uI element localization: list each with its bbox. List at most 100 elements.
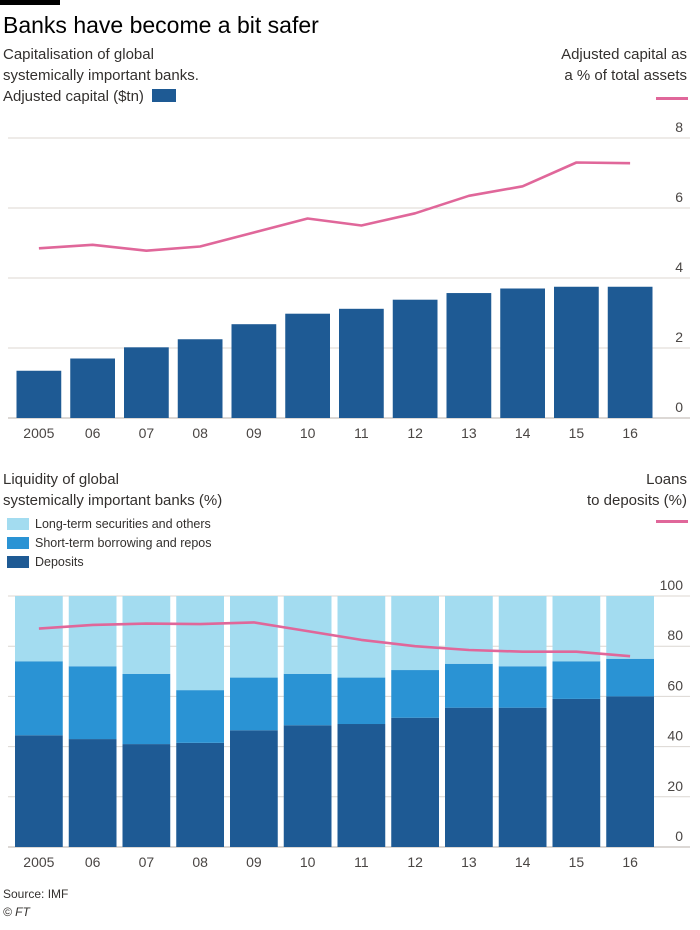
- chart-title: Banks have become a bit safer: [3, 12, 319, 38]
- bottom-right-title-line-1: Loans: [646, 471, 687, 488]
- bottom-bar-0-6: [337, 724, 386, 847]
- bottom-bar-2-4: [230, 596, 278, 678]
- bottom-y-tick-label: 0: [675, 828, 683, 844]
- bottom-x-tick-label: 15: [569, 854, 585, 870]
- bottom-bar-1-3: [176, 690, 224, 743]
- top-x-tick-label: 08: [192, 425, 208, 441]
- bottom-bar-1-1: [68, 666, 117, 740]
- top-bar-0-2: [124, 347, 169, 418]
- top-y-tick-label: 0: [675, 399, 683, 415]
- bottom-bar-2-10: [552, 596, 601, 662]
- bottom-bar-0-10: [552, 698, 601, 847]
- bottom-line-legend-key: [656, 520, 688, 523]
- bottom-bar-1-9: [498, 666, 547, 708]
- top-bar-0-0: [16, 370, 62, 418]
- top-x-tick-label: 14: [515, 425, 531, 441]
- top-y-tick-label: 2: [675, 329, 683, 345]
- top-x-tick-label: 12: [407, 425, 423, 441]
- legend-item-long-term: Long-term securities and others: [7, 518, 211, 537]
- bottom-bar-0-7: [391, 717, 439, 847]
- bottom-bar-1-6: [337, 677, 386, 725]
- legend-label-deposits: Deposits: [35, 555, 84, 569]
- top-bar-legend: Adjusted capital ($tn): [3, 88, 176, 105]
- bottom-bar-2-2: [122, 596, 171, 674]
- legend-item-short-term: Short-term borrowing and repos: [7, 537, 211, 556]
- top-bar-legend-label: Adjusted capital ($tn): [3, 88, 144, 105]
- brand-top-bar: [0, 0, 60, 5]
- top-x-tick-label: 13: [461, 425, 477, 441]
- legend-swatch-long-term: [7, 518, 29, 530]
- bottom-x-tick-label: 14: [515, 854, 531, 870]
- top-line-legend-key: [656, 97, 688, 100]
- copyright-note: © FT: [3, 905, 30, 919]
- bottom-y-tick-label: 60: [667, 677, 683, 693]
- bottom-y-tick-label: 40: [667, 728, 683, 744]
- bottom-x-tick-label: 10: [300, 854, 316, 870]
- top-bar-0-1: [70, 358, 115, 418]
- bottom-subtitle-line-2: systemically important banks (%): [3, 492, 223, 509]
- bottom-bar-0-2: [122, 744, 171, 847]
- top-bar-legend-swatch: [151, 89, 176, 102]
- bottom-x-tick-label: 08: [192, 854, 208, 870]
- bottom-y-tick-label: 20: [667, 778, 683, 794]
- top-subtitle-line-2: systemically important banks.: [3, 67, 199, 84]
- legend-label-long-term: Long-term securities and others: [35, 517, 211, 531]
- top-bar-0-4: [231, 324, 277, 418]
- bottom-bar-0-0: [15, 735, 63, 847]
- bottom-bar-1-0: [15, 661, 63, 736]
- legend-item-deposits: Deposits: [7, 556, 211, 575]
- top-chart-group: 0 2 4 6 8 2005 06 07 08 09 10 11 12 13 14 15 16: [8, 119, 690, 441]
- bottom-bar-2-1: [68, 596, 117, 667]
- bottom-bar-1-5: [283, 673, 332, 726]
- top-bar-0-11: [607, 286, 653, 418]
- bottom-bar-0-5: [283, 725, 332, 847]
- top-bar-0-6: [339, 308, 384, 418]
- top-x-tick-label: 11: [354, 425, 369, 441]
- bottom-bar-2-8: [445, 596, 493, 664]
- source-note: Source: IMF: [3, 887, 69, 901]
- top-x-tick-label: 07: [139, 425, 155, 441]
- bottom-bar-2-7: [391, 596, 439, 671]
- bottom-subtitle-line-1: Liquidity of global: [3, 471, 119, 488]
- bottom-chart-group: 0 20 40 60 80 100 2005 06 07 08 09 10 11 12 13 14 15 16: [8, 577, 690, 870]
- bottom-bar-0-11: [606, 696, 654, 847]
- top-y-tick-label: 8: [675, 119, 683, 135]
- top-bar-0-10: [554, 286, 599, 418]
- legend-swatch-deposits: [7, 556, 29, 568]
- bottom-bar-0-4: [230, 730, 278, 847]
- bottom-bar-1-10: [552, 661, 601, 699]
- bottom-bar-0-1: [68, 739, 117, 847]
- bottom-x-tick-label: 16: [622, 854, 638, 870]
- bottom-right-title-line-2: to deposits (%): [586, 492, 687, 509]
- top-bar-0-7: [392, 299, 438, 418]
- bottom-bar-2-9: [498, 596, 547, 667]
- bottom-y-tick-label: 80: [667, 627, 683, 643]
- bottom-bar-1-11: [606, 658, 654, 697]
- top-x-tick-label: 10: [300, 425, 316, 441]
- bottom-bar-1-4: [230, 677, 278, 731]
- bottom-bar-1-7: [391, 670, 439, 718]
- bottom-x-tick-label: 11: [354, 854, 369, 870]
- top-right-title-line-1: Adjusted capital as: [561, 46, 687, 63]
- top-x-tick-label: 15: [569, 425, 585, 441]
- bottom-bar-2-3: [176, 596, 224, 691]
- bottom-x-tick-label: 12: [407, 854, 423, 870]
- bottom-x-tick-label: 2005: [23, 854, 54, 870]
- bottom-y-tick-label: 100: [660, 577, 684, 593]
- top-x-tick-label: 2005: [23, 425, 54, 441]
- top-right-title-line-2: a % of total assets: [564, 67, 687, 84]
- top-bar-0-9: [500, 288, 545, 418]
- bottom-bar-0-3: [176, 742, 224, 847]
- bottom-x-tick-label: 09: [246, 854, 262, 870]
- top-x-tick-label: 06: [85, 425, 101, 441]
- top-y-tick-label: 4: [675, 259, 683, 275]
- bottom-legend: Long-term securities and others Short-te…: [7, 518, 211, 575]
- top-bar-0-5: [285, 313, 330, 418]
- bottom-bar-2-11: [606, 596, 654, 659]
- bottom-bar-0-9: [498, 707, 547, 847]
- top-subtitle-line-1: Capitalisation of global: [3, 46, 154, 63]
- legend-swatch-short-term: [7, 537, 29, 549]
- bottom-x-tick-label: 06: [85, 854, 101, 870]
- top-bar-0-8: [446, 293, 492, 418]
